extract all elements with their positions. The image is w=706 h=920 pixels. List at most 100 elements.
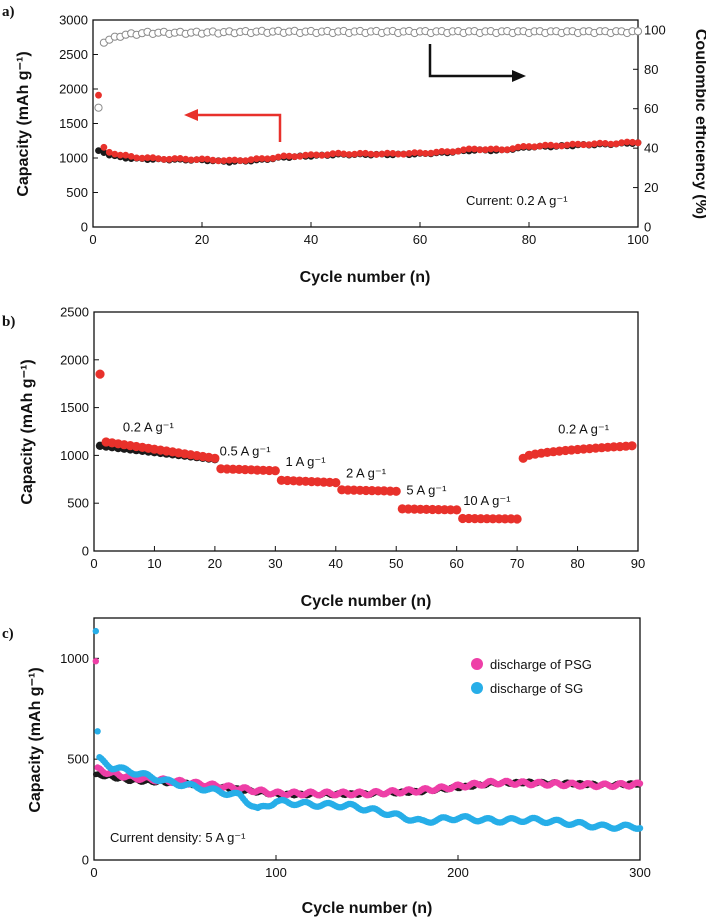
discharge-point [318, 151, 326, 159]
x-tick-label: 40 [329, 556, 343, 571]
discharge-point [492, 145, 500, 153]
discharge-point [269, 154, 277, 162]
panel-b-label: b) [2, 314, 15, 330]
y-tick-label: 1000 [59, 151, 88, 166]
discharge-point [438, 148, 446, 155]
y-tick-label: 0 [82, 544, 89, 559]
y-tick-label: 500 [67, 496, 89, 511]
x-tick-label: 10 [147, 556, 161, 571]
sg-discharge-point [92, 627, 100, 635]
discharge-point [629, 138, 636, 146]
discharge-point [373, 151, 380, 158]
discharge-point [536, 142, 544, 150]
discharge-point [498, 146, 506, 154]
discharge-point [460, 146, 467, 154]
sg-discharge-point [636, 825, 644, 832]
discharge-point [165, 155, 173, 163]
discharge-point [324, 151, 331, 159]
discharge-point [525, 143, 533, 150]
psg-discharge-point [636, 780, 644, 787]
x-tick-label: 0 [90, 865, 97, 880]
discharge-point [209, 156, 217, 164]
y-tick-label: 2500 [60, 305, 89, 320]
discharge-point [105, 148, 113, 156]
coulombic-efficiency-point [633, 27, 643, 36]
discharge-point [569, 140, 576, 148]
panel-b: b) 0 10 20 30 40 50 60 70 80 90 0 500 1000 1500 2000 25… [2, 305, 645, 611]
discharge-point [416, 149, 424, 157]
discharge-point [612, 140, 620, 148]
x-tick-label: 0 [89, 232, 96, 247]
discharge-point [122, 151, 130, 159]
discharge-point [520, 143, 527, 150]
discharge-point [220, 157, 228, 165]
charge-point [100, 149, 108, 157]
discharge-point [443, 148, 451, 156]
discharge-point [334, 149, 342, 157]
discharge-point [378, 150, 386, 158]
discharge-point [552, 142, 560, 150]
discharge-point [193, 156, 201, 164]
x-tick-label: 80 [522, 232, 536, 247]
right-axis-arrow [428, 44, 526, 82]
discharge-point [340, 150, 348, 158]
y-tick-label: 1000 [60, 651, 89, 666]
y2-tick-label: 100 [644, 22, 666, 37]
discharge-point [307, 151, 315, 159]
discharge-point [482, 146, 489, 154]
discharge-point [210, 453, 220, 463]
discharge-point [394, 150, 402, 158]
discharge-point [247, 156, 255, 164]
discharge-point [574, 140, 582, 148]
rate-label: 5 A g⁻¹ [406, 483, 447, 498]
discharge-point [285, 152, 293, 160]
panel-b-marks [95, 369, 637, 524]
discharge-point [270, 466, 280, 476]
discharge-point [313, 151, 320, 159]
discharge-point [236, 157, 244, 165]
y2-tick-label: 20 [644, 180, 658, 195]
discharge-point [253, 155, 260, 163]
x-tick-label: 0 [90, 556, 97, 571]
discharge-point [302, 151, 309, 159]
panel-b-rate-labels: 0.2 A g⁻¹ 0.5 A g⁻¹ 1 A g⁻¹ 2 A g⁻¹ 5 A g⁻¹ 1… [123, 420, 610, 509]
legend-sg-marker [471, 682, 483, 694]
discharge-point [274, 153, 282, 161]
discharge-point [411, 149, 418, 157]
discharge-point [389, 150, 397, 157]
discharge-point [449, 148, 457, 156]
rate-label: 0.5 A g⁻¹ [220, 443, 272, 458]
discharge-point [182, 155, 190, 163]
discharge-point [149, 154, 157, 162]
x-tick-label: 30 [268, 556, 282, 571]
rate-label: 10 A g⁻¹ [463, 493, 511, 508]
discharge-point [452, 505, 462, 515]
discharge-point [111, 150, 119, 158]
discharge-point [171, 155, 179, 162]
y-tick-label: 2000 [60, 352, 89, 367]
y2-tick-label: 60 [644, 101, 658, 116]
legend-psg-marker [471, 658, 483, 670]
discharge-point [296, 152, 304, 160]
discharge-point [427, 149, 435, 157]
panel-c-x-axis-label: Cycle number (n) [302, 900, 433, 917]
discharge-point [541, 141, 549, 149]
discharge-point [345, 151, 353, 158]
discharge-point [264, 155, 271, 163]
x-tick-label: 90 [631, 556, 645, 571]
y2-tick-label: 40 [644, 141, 658, 156]
discharge-point [601, 140, 609, 147]
discharge-point [531, 143, 538, 151]
discharge-point [391, 486, 401, 496]
charge-point [95, 147, 102, 155]
coulombic-efficiency-point [94, 103, 103, 112]
panel-a-y-axis-label: Capacity (mAh g⁻¹) [15, 51, 32, 196]
panel-a-y2-axis-label: Coulombic efficiency (%) [692, 29, 706, 219]
discharge-point [634, 139, 642, 147]
sg-discharge-point [94, 728, 101, 735]
x-tick-label: 80 [570, 556, 584, 571]
rate-label: 0.2 A g⁻¹ [123, 420, 175, 435]
discharge-point [100, 143, 108, 151]
panel-c-ticks: 0 100 200 300 0 500 1000 [60, 651, 651, 880]
panel-b-ticks: 0 10 20 30 40 50 60 70 80 90 0 500 1000 1500 2000 2500 [60, 305, 645, 572]
